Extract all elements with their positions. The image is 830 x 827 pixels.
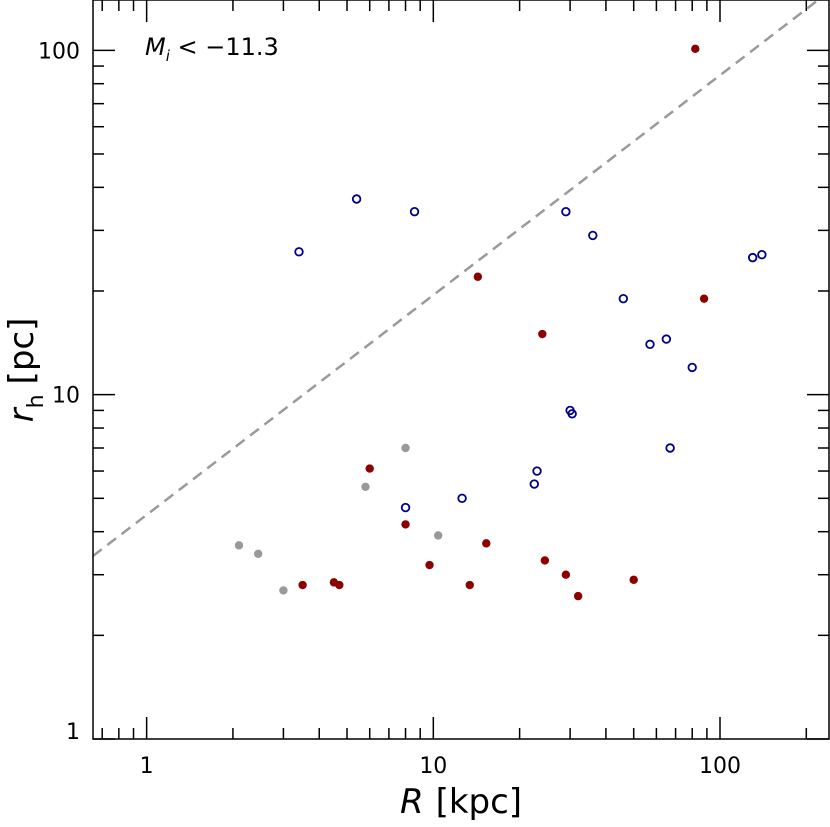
y-tick-label: 10 bbox=[52, 384, 80, 409]
x-tick-label: 1 bbox=[140, 754, 154, 779]
open-point bbox=[561, 206, 571, 217]
magnitude-annotation: Mi < −11.3 bbox=[145, 33, 279, 65]
open-point bbox=[687, 362, 697, 373]
filled-point bbox=[482, 539, 491, 548]
reference-line bbox=[93, 0, 819, 557]
x-axis-title: R [kpc] bbox=[400, 782, 522, 822]
open-point bbox=[645, 339, 655, 350]
filled-point bbox=[691, 44, 700, 54]
x-axis-symbol: R bbox=[400, 782, 424, 822]
open-point bbox=[747, 252, 758, 263]
grey-point bbox=[254, 549, 263, 559]
grey-point bbox=[434, 531, 443, 540]
filled-point bbox=[365, 464, 374, 473]
annotation-symbol: M bbox=[145, 33, 166, 61]
open-point bbox=[661, 334, 672, 344]
x-axis-unit: [kpc] bbox=[436, 782, 523, 822]
filled-point bbox=[298, 580, 307, 590]
open-point bbox=[665, 443, 675, 453]
open-point bbox=[757, 249, 767, 260]
filled-point bbox=[629, 575, 638, 584]
annotation-threshold: < −11.3 bbox=[170, 33, 279, 61]
annotation-subscript: i bbox=[166, 47, 171, 65]
filled-point bbox=[401, 520, 410, 529]
y-axis-subscript: h bbox=[24, 394, 49, 408]
open-point bbox=[409, 206, 420, 217]
tick-labels: 1 10 100 1 10 100 bbox=[38, 39, 741, 779]
filled-point bbox=[573, 591, 583, 601]
open-point bbox=[529, 479, 539, 489]
open-point bbox=[351, 194, 362, 204]
y-tick-label: 100 bbox=[38, 39, 80, 64]
open-point bbox=[618, 293, 629, 304]
filled-point bbox=[699, 294, 709, 303]
axis-ticks bbox=[93, 0, 829, 740]
y-axis-title: rh [pc] bbox=[2, 318, 49, 423]
plot-frame bbox=[92, 0, 830, 740]
open-point bbox=[532, 466, 542, 476]
y-axis-unit: [pc] bbox=[2, 318, 42, 385]
open-point bbox=[294, 247, 304, 257]
filled-point bbox=[465, 580, 474, 590]
y-axis-symbol: r bbox=[2, 406, 42, 422]
open-point bbox=[588, 230, 598, 241]
x-tick-label: 10 bbox=[419, 754, 447, 779]
open-point bbox=[457, 493, 467, 504]
filled-point bbox=[335, 580, 344, 590]
grey-point bbox=[361, 482, 370, 492]
grey-point bbox=[279, 586, 288, 595]
grey-point bbox=[234, 541, 244, 550]
filled-point bbox=[561, 570, 571, 579]
open-point bbox=[567, 409, 577, 419]
filled-point bbox=[540, 556, 550, 565]
filled-point bbox=[538, 329, 547, 339]
data-points bbox=[234, 44, 767, 601]
grey-point bbox=[401, 443, 410, 453]
y-tick-label: 1 bbox=[66, 720, 80, 745]
x-tick-label: 100 bbox=[699, 754, 741, 779]
filled-point bbox=[473, 272, 483, 281]
dashed-reference-line bbox=[93, 0, 819, 557]
filled-point bbox=[425, 560, 434, 570]
open-point bbox=[400, 502, 411, 513]
